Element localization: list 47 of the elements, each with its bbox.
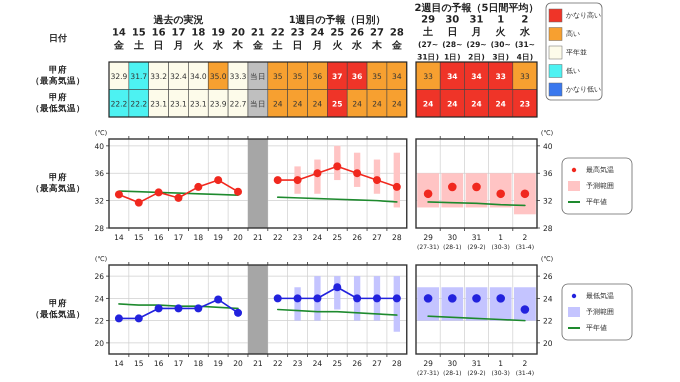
x-tick-label: 27 木 xyxy=(370,27,384,51)
point xyxy=(274,176,282,184)
x-tick-label: 21 金 xyxy=(250,27,265,51)
point xyxy=(353,169,362,178)
point xyxy=(154,188,163,196)
point xyxy=(372,294,381,302)
point xyxy=(194,182,202,191)
x-tick-label: 24 月 xyxy=(310,27,324,51)
x-tick-label: 22 土 xyxy=(270,27,285,51)
x-tick-label: 18 火 xyxy=(191,27,206,51)
point xyxy=(274,294,282,302)
point xyxy=(353,294,362,302)
text: 過去の実況 xyxy=(152,14,204,26)
point xyxy=(194,304,202,312)
point xyxy=(134,198,143,207)
point xyxy=(333,283,342,292)
point xyxy=(234,308,242,317)
point xyxy=(333,162,342,170)
text: 1週目の予報（日別） xyxy=(288,14,386,26)
x-tick-label: 15 土 xyxy=(132,27,146,51)
point xyxy=(234,188,242,196)
point xyxy=(313,169,322,178)
x-tick-label: 19 水 xyxy=(211,27,226,51)
x-tick-label: 28 金 xyxy=(390,27,404,51)
point xyxy=(294,294,302,302)
x-tick-label: 20 木 xyxy=(231,27,246,51)
point xyxy=(392,182,401,191)
point xyxy=(154,304,163,312)
point xyxy=(114,314,123,322)
x-tick-label: 14 金 xyxy=(112,27,126,51)
point xyxy=(174,304,182,312)
point xyxy=(114,190,123,198)
x-tick-label: 23 日 xyxy=(290,27,305,51)
point xyxy=(174,194,182,202)
x-tick-label: 25 火 xyxy=(330,27,344,51)
point xyxy=(214,295,222,304)
point xyxy=(294,176,302,184)
text: 2週目の予報（5日間平均） xyxy=(414,2,538,14)
x-tick-label: 16 日 xyxy=(152,27,166,51)
x-axis-title: 日付 xyxy=(49,33,67,44)
x-tick-label: 26 水 xyxy=(350,27,364,51)
point xyxy=(313,294,322,302)
x-tick-label: 17 月 xyxy=(172,27,186,51)
point xyxy=(392,294,401,302)
point xyxy=(214,176,222,184)
point xyxy=(134,314,143,322)
point xyxy=(372,176,381,184)
